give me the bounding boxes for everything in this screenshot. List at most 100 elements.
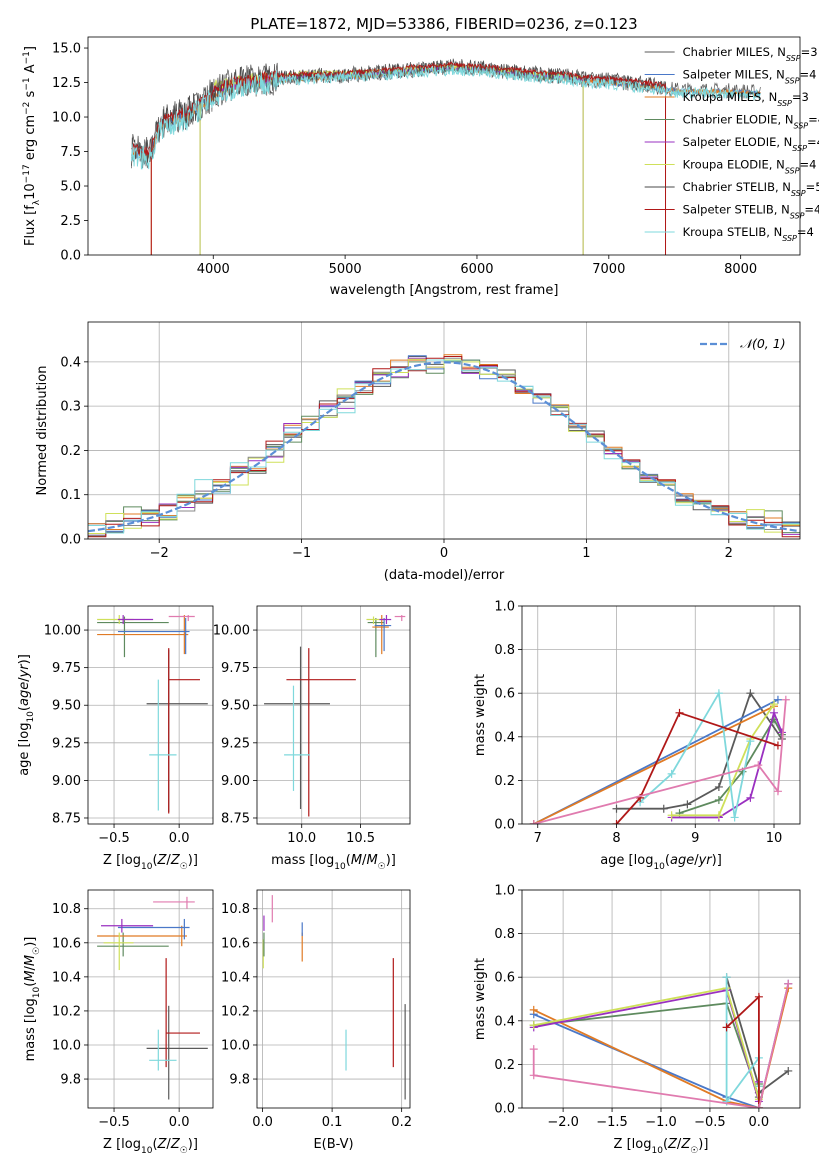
spectrum-line [131, 64, 761, 170]
x-tick-label: 4000 [197, 262, 230, 277]
panel-mass-vs-Z: −0.5 0.0 9.8 10.0 10.2 10.4 10.6 10.8 Z [log10(Z… [23, 889, 214, 1156]
y-tick-label: 9.75 [52, 661, 81, 676]
weight-marker [773, 741, 782, 750]
weight-marker [754, 761, 763, 770]
legend-entry: Chabrier STELIB, NSSP=5 [683, 180, 819, 198]
chart-title: PLATE=1872, MJD=53386, FIBERID=0236, z=0… [250, 15, 637, 33]
axes-frame [256, 889, 411, 1109]
x-axis-label: Z [log10(Z/Z☉)] [103, 1137, 198, 1156]
weight-marker [612, 804, 621, 813]
y-tick-label: 9.75 [221, 661, 250, 676]
y-tick-label: 9.00 [221, 774, 250, 789]
weight-marker [754, 992, 763, 1001]
x-tick-label: 10 [766, 831, 783, 846]
y-tick-label: 8.75 [221, 811, 250, 826]
weight-marker [722, 973, 731, 982]
x-axis-label: (data-model)/error [384, 568, 505, 583]
y-axis-label: mass weight [473, 674, 488, 756]
weight-line [533, 989, 760, 1102]
spectrum-line [131, 61, 761, 169]
x-tick-label: −1.0 [645, 1115, 677, 1130]
legend-entry: Chabrier ELODIE, NSSP=4 [683, 113, 819, 131]
x-tick-label: 1 [582, 546, 590, 561]
y-tick-label: 0.4 [494, 1014, 515, 1029]
y-tick-label: 15.0 [52, 42, 81, 57]
gaussian-curve [88, 361, 800, 533]
y-tick-label: 7.5 [60, 145, 81, 160]
x-tick-label: 0.0 [169, 831, 190, 846]
weight-marker [683, 800, 692, 809]
y-tick-label: 0.6 [494, 971, 515, 986]
plot-area [97, 896, 208, 1100]
weight-marker [675, 708, 684, 717]
plot-area [88, 354, 800, 538]
x-tick-label: 0.2 [391, 1115, 412, 1130]
panel-mass-weight-vs-age: 7 8 9 10 0.0 0.2 0.4 0.6 0.8 1.0 age [log10(age/yr… [473, 600, 801, 872]
y-tick-label: 0.1 [60, 488, 81, 503]
y-tick-label: 10.00 [44, 624, 81, 639]
panel-spectrum: 4000 5000 6000 7000 8000 0.0 2.5 5.0 7.5 10.0 12.5… [22, 15, 819, 298]
weight-marker [667, 769, 676, 778]
y-tick-label: 0.2 [494, 1058, 515, 1073]
x-tick-label: 0.0 [749, 1115, 770, 1130]
legend-entry: Salpeter ELODIE, NSSP=4 [683, 135, 819, 153]
y-axis-label: mass [log10(M/M☉)] [23, 937, 42, 1062]
y-tick-label: 1.0 [494, 600, 515, 615]
y-tick-label: 0.2 [60, 444, 81, 459]
plot-area [529, 973, 793, 1108]
x-tick-label: 0 [440, 546, 448, 561]
weight-line [533, 705, 775, 824]
axes-frame [256, 605, 411, 825]
y-tick-label: 5.0 [60, 180, 81, 195]
legend-entry: Kroupa MILES, NSSP=3 [683, 90, 809, 108]
axes-frame [87, 889, 214, 1109]
y-tick-label: 9.50 [52, 699, 81, 714]
weight-marker [667, 811, 676, 820]
y-tick-label: 2.5 [60, 214, 81, 229]
y-tick-label: 0.4 [494, 730, 515, 745]
weight-marker [770, 700, 779, 709]
weight-line [533, 987, 760, 1100]
y-tick-label: 0.2 [494, 774, 515, 789]
legend-entry: Kroupa STELIB, NSSP=4 [683, 225, 814, 243]
x-axis-label: E(B-V) [313, 1137, 353, 1152]
y-tick-label: 9.25 [221, 736, 250, 751]
spectrum-line [131, 61, 666, 156]
y-axis-label: age [log10(age/yr)] [17, 654, 36, 776]
y-tick-label: 9.25 [52, 736, 81, 751]
x-axis-label: Z [log10(Z/Z☉)] [614, 1137, 709, 1156]
x-tick-label: 9 [691, 831, 699, 846]
y-tick-label: 0.8 [494, 643, 515, 658]
panel-mass-weight-vs-Z: −2.0 −1.5 −1.0 −0.5 0.0 0.0 0.2 0.4 0.6 0.8 1.0 Z [… [473, 884, 801, 1156]
x-axis-label: age [log10(age/yr)] [600, 853, 722, 872]
weight-marker [730, 813, 739, 822]
histogram-step [88, 359, 800, 534]
plot-area [264, 615, 406, 817]
weight-marker [529, 1005, 538, 1014]
y-tick-label: 10.2 [52, 1004, 81, 1019]
y-tick-label: 10.6 [52, 936, 81, 951]
panel-age-vs-mass: 10.0 10.5 8.75 9.00 9.25 9.50 9.75 10.00 mass [l… [213, 605, 411, 872]
weight-marker [529, 1021, 538, 1030]
weight-marker [746, 737, 755, 746]
y-tick-label: 10.8 [221, 902, 250, 917]
plot-area [262, 895, 406, 1100]
y-tick-label: 9.8 [229, 1073, 250, 1088]
legend-entry: 𝒩(0, 1) [740, 336, 786, 351]
x-tick-label: −0.5 [694, 1115, 726, 1130]
y-tick-label: 10.0 [52, 111, 81, 126]
axes-frame [521, 889, 801, 1109]
weight-marker [722, 1023, 731, 1032]
weight-marker [529, 820, 538, 824]
x-axis-label: mass [log10(M/M☉)] [271, 853, 396, 872]
y-tick-label: 0.0 [494, 818, 515, 833]
y-tick-label: 10.6 [221, 936, 250, 951]
x-tick-label: −0.5 [98, 831, 130, 846]
plot-area [529, 689, 790, 824]
weight-marker [781, 695, 790, 704]
x-tick-label: 10.0 [287, 831, 316, 846]
y-tick-label: 10.4 [52, 970, 81, 985]
weight-marker [714, 689, 723, 698]
y-tick-label: 10.00 [213, 624, 250, 639]
